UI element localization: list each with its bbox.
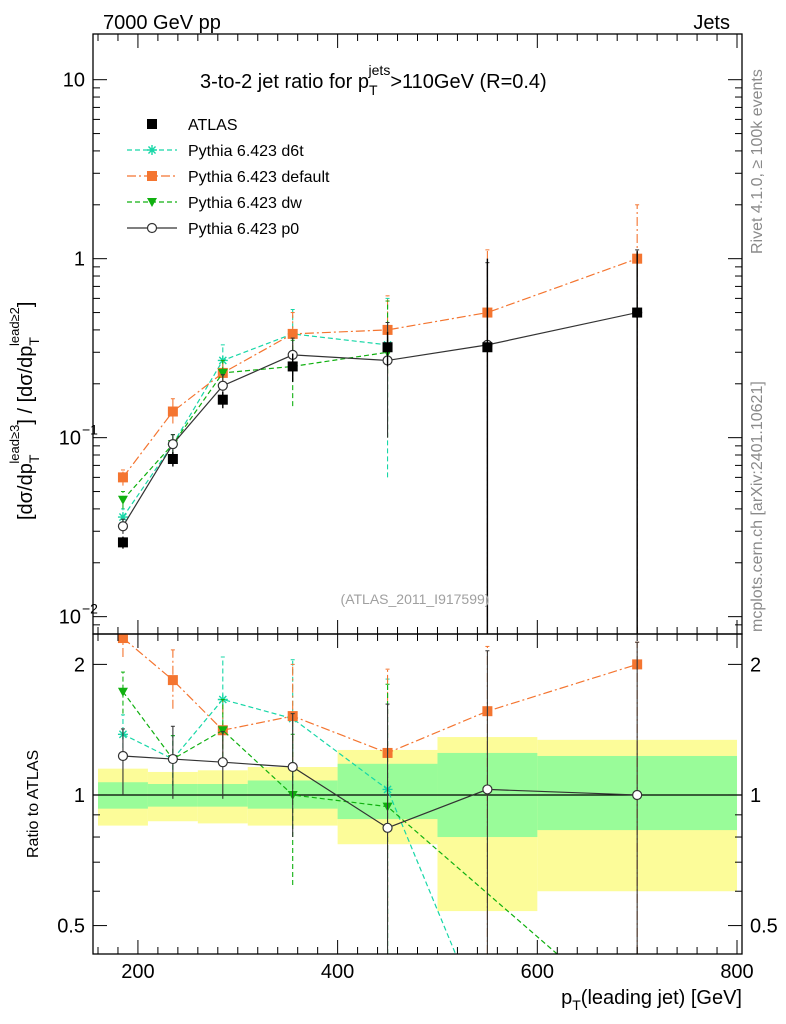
x-axis-label: pT(leading jet) [GeV] — [561, 987, 742, 1013]
main-y-tick-label: 10 — [59, 607, 81, 629]
y-axis-label-part: lead≥3 — [7, 425, 22, 464]
ratio-point — [117, 750, 129, 762]
y-axis-label-part: T — [26, 337, 42, 346]
y-axis-label-part: ] / [dσ/dp — [15, 346, 37, 425]
x-axis-label-part: (leading jet) [GeV] — [581, 987, 742, 1009]
ratio-point — [117, 687, 128, 697]
legend-marker — [147, 145, 157, 155]
atlas-data-point — [167, 453, 178, 464]
process-label: Jets — [693, 12, 730, 34]
main-series-2 — [117, 300, 393, 509]
atlas-data-point — [632, 307, 643, 318]
ratio-y-tick-label-right: 1 — [750, 785, 761, 807]
main-series-line — [122, 258, 638, 478]
legend-label: Pythia 6.423 dw — [188, 195, 302, 212]
ratio-point — [382, 822, 393, 833]
main-point — [167, 406, 178, 417]
main-series-line — [122, 311, 638, 527]
ratio-point — [217, 726, 228, 736]
atlas-data-point — [117, 537, 128, 548]
legend-marker — [147, 198, 157, 207]
main-point — [117, 512, 128, 523]
main-y-tick-label: 1 — [74, 249, 85, 271]
main-y-tick-label: 10 — [59, 428, 81, 450]
ratio-point — [167, 753, 178, 765]
main-point — [217, 368, 228, 378]
ratio-y-tick-label: 2 — [74, 654, 85, 676]
main-point — [117, 472, 128, 483]
x-axis-label-part: T — [572, 997, 581, 1013]
y-axis-label-part: [dσ/dp — [15, 463, 37, 520]
main-series-1 — [117, 204, 643, 634]
main-point — [167, 439, 178, 450]
main-series-3 — [117, 249, 643, 634]
source-label: mcplots.cern.ch [arXiv:2401.10621] — [749, 381, 766, 632]
legend-label: ATLAS — [188, 117, 238, 134]
main-point — [117, 495, 128, 505]
main-series-0 — [117, 297, 393, 527]
x-tick-label: 600 — [521, 961, 554, 983]
legend-label: Pythia 6.423 d6t — [188, 143, 304, 160]
chart-title-part: >110GeV (R=0.4) — [390, 71, 546, 93]
analysis-watermark: (ATLAS_2011_I917599) — [341, 591, 490, 607]
chart-title-part: T — [369, 82, 378, 98]
main-point — [217, 380, 228, 391]
ratio-point — [632, 789, 643, 801]
ratio-point — [482, 784, 493, 795]
ratio-point — [117, 634, 128, 644]
y-axis-label-part: ] — [15, 302, 37, 308]
uncertainty-bands — [97, 737, 738, 912]
main-series-line — [122, 333, 388, 518]
main-point — [117, 521, 129, 532]
chart-title: 3-to-2 jet ratio for pTjets>110GeV (R=0.… — [200, 62, 547, 98]
y-axis-label-part: lead≥2 — [7, 307, 22, 346]
main-point — [287, 328, 298, 339]
x-axis-label-part: p — [561, 987, 572, 1009]
ratio-point — [287, 761, 298, 773]
main-y-tick-label: 10 — [63, 70, 85, 92]
main-y-axis-label: [dσ/dpTlead≥3] / [dσ/dpTlead≥2] — [7, 302, 42, 520]
ratio-series-3 — [117, 641, 643, 954]
chart-title-part: 3-to-2 jet ratio for p — [200, 71, 369, 93]
atlas-data-point — [482, 342, 493, 353]
chart-title-part: jets — [368, 62, 391, 78]
legend-marker — [146, 222, 158, 234]
ratio-series-line — [122, 691, 559, 954]
atlas-data-point — [287, 361, 298, 372]
y-axis-label-part: T — [26, 454, 42, 463]
atlas-data-point — [382, 342, 393, 353]
ratio-y-tick-label-right: 2 — [750, 654, 761, 676]
ratio-point — [217, 757, 228, 768]
ratio-y-tick-label: 0.5 — [57, 916, 85, 938]
ratio-series-line — [122, 698, 457, 954]
ratio-panel: 0.5 0.5 1 1 2 2 200 400 600 800 Ratio to ATLAS pT(l… — [25, 633, 778, 1013]
ratio-y-tick-label: 1 — [74, 785, 85, 807]
main-y-tick-exp: −2 — [82, 601, 98, 617]
ratio-point — [167, 675, 178, 686]
legend-marker — [147, 119, 157, 129]
main-y-tick-exp: −1 — [82, 422, 98, 438]
x-tick-label: 800 — [720, 961, 753, 983]
legend: ATLAS Pythia 6.423 d6t Pythia 6.423 defaul… — [127, 117, 330, 238]
legend-marker — [147, 171, 157, 181]
energy-label: 7000 GeV pp — [103, 12, 221, 34]
ratio-series-line — [122, 637, 638, 754]
legend-label: Pythia 6.423 p0 — [188, 221, 299, 238]
ratio-y-tick-label-right: 0.5 — [750, 916, 778, 938]
x-tick-label: 200 — [121, 961, 154, 983]
x-tick-label: 400 — [321, 961, 354, 983]
atlas-data — [117, 251, 643, 634]
atlas-data-point — [217, 394, 228, 405]
ratio-y-axis-label: Ratio to ATLAS — [25, 750, 42, 858]
rivet-version-label: Rivet 4.1.0, ≥ 100k events — [749, 69, 766, 254]
legend-label: Pythia 6.423 default — [188, 169, 330, 186]
